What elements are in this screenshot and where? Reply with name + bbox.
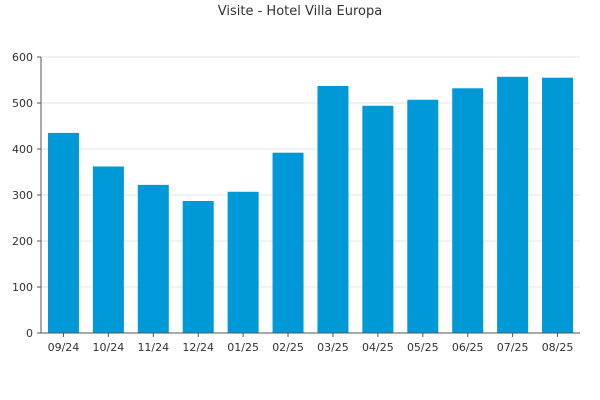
bar-06-25 — [452, 88, 484, 333]
x-tick-label-03-25: 03/25 — [317, 341, 349, 354]
bar-08-25 — [542, 77, 574, 333]
chart-title: Visite - Hotel Villa Europa — [217, 4, 383, 19]
y-tick-label-100: 100 — [12, 281, 33, 294]
x-tick-label-05-25: 05/25 — [407, 341, 439, 354]
x-tick-label-07-25: 07/25 — [497, 341, 529, 354]
bar-01-25 — [227, 191, 259, 333]
x-tick-label-01-25: 01/25 — [227, 341, 259, 354]
y-tick-label-600: 600 — [12, 51, 33, 64]
bar-04-25 — [362, 105, 394, 333]
x-tick-label-06-25: 06/25 — [452, 341, 484, 354]
bar-09-24 — [47, 132, 79, 333]
x-tick-label-04-25: 04/25 — [362, 341, 394, 354]
x-tick-label-12-24: 12/24 — [182, 341, 214, 354]
bar-03-25 — [317, 85, 349, 333]
x-tick-label-09-24: 09/24 — [48, 341, 80, 354]
x-tick-label-11-24: 11/24 — [137, 341, 169, 354]
y-tick-label-200: 200 — [12, 235, 33, 248]
bar-02-25 — [272, 152, 304, 333]
bar-12-24 — [182, 200, 214, 333]
y-tick-label-400: 400 — [12, 143, 33, 156]
x-tick-label-10-24: 10/24 — [93, 341, 125, 354]
y-tick-label-0: 0 — [26, 327, 33, 340]
y-tick-label-300: 300 — [12, 189, 33, 202]
y-tick-label-500: 500 — [12, 97, 33, 110]
bar-10-24 — [92, 166, 124, 333]
bar-05-25 — [407, 99, 439, 333]
bar-11-24 — [137, 184, 169, 333]
x-tick-label-02-25: 02/25 — [272, 341, 304, 354]
x-tick-label-08-25: 08/25 — [542, 341, 574, 354]
bar-07-25 — [497, 76, 529, 333]
